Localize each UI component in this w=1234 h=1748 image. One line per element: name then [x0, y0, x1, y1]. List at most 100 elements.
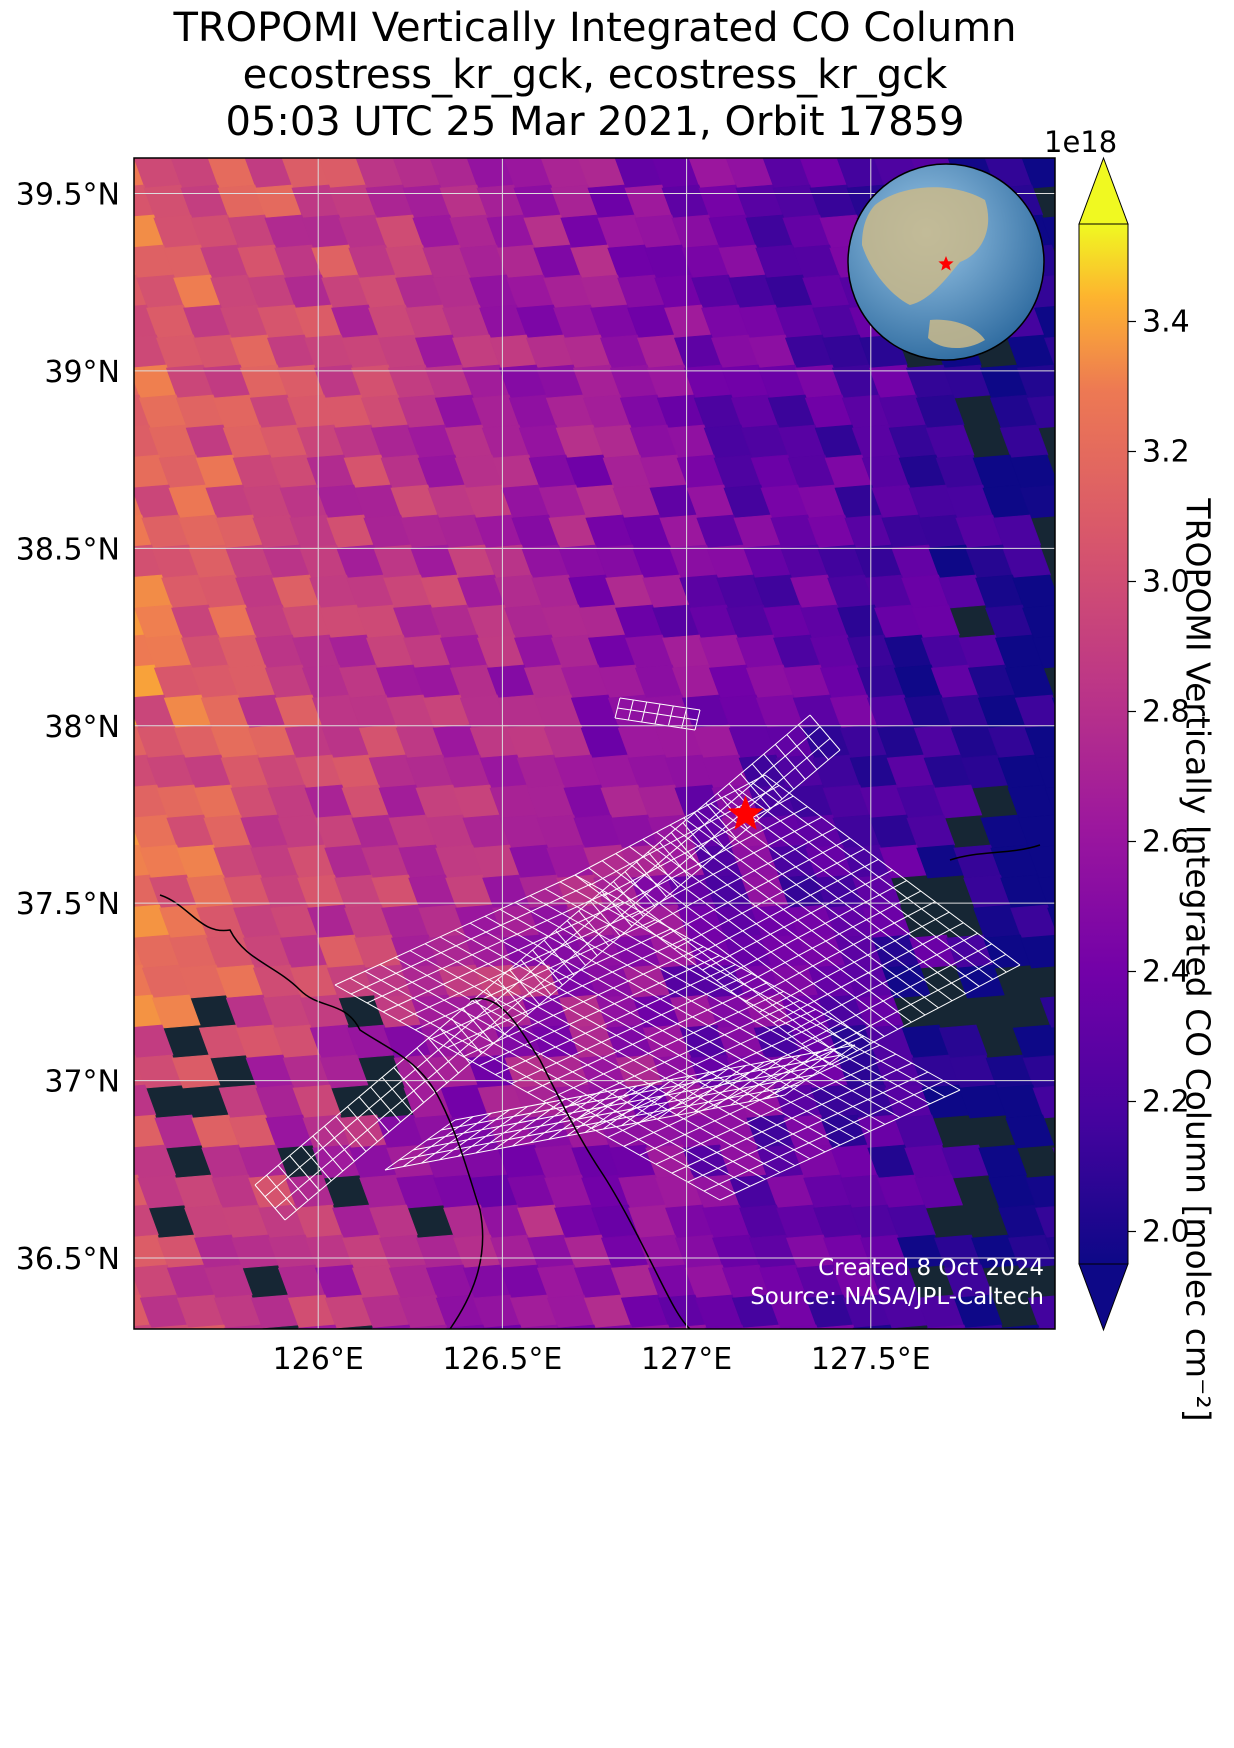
co-pixel [752, 1355, 800, 1388]
co-pixel [1017, 814, 1055, 849]
colorbar-tick-label: 2.6 [1142, 825, 1190, 860]
co-pixel [1044, 786, 1055, 817]
co-pixel [203, 1264, 253, 1299]
longitude-ticks: 126°E 126.5°E 127°E 127.5°E [273, 1342, 931, 1377]
co-pixel [963, 1324, 1003, 1329]
co-pixel [630, 1324, 670, 1329]
footprint-grid [254, 714, 841, 1221]
co-pixel [1037, 1326, 1055, 1329]
co-pixel [170, 1385, 218, 1418]
co-pixel [1031, 635, 1055, 669]
co-pixel [96, 1385, 144, 1418]
credit-created: Created 8 Oct 2024 [818, 1255, 1044, 1281]
co-pixel [318, 1385, 366, 1418]
co-pixel [1022, 605, 1055, 639]
co-pixel [541, 158, 546, 159]
lat-tick-label: 38.5°N [16, 532, 120, 567]
co-pixel [854, 994, 904, 1029]
co-pixel [943, 1264, 993, 1299]
co-pixel [282, 158, 287, 159]
colorbar: 2.0 2.2 2.4 2.6 2.8 3.0 3.2 3.4 [1078, 156, 1190, 1332]
credit-source: Source: NASA/JPL-Caltech [750, 1284, 1044, 1310]
co-pixel [123, 1355, 171, 1388]
co-pixel [134, 1144, 177, 1179]
co-pixel [1039, 996, 1055, 1029]
co-pixel [1021, 158, 1055, 189]
co-pixel [519, 1324, 559, 1329]
lon-tick-label: 126°E [273, 1342, 364, 1377]
title-line-3: 05:03 UTC 25 Mar 2021, Orbit 17859 [225, 99, 965, 145]
co-pixel [133, 1385, 181, 1418]
colorbar-tick-label: 2.0 [1142, 1215, 1190, 1250]
colorbar-label: TROPOMI Vertically Integrated CO Column … [1178, 498, 1218, 1422]
co-pixel [151, 95, 199, 128]
co-pixel [393, 158, 398, 159]
co-pixel [244, 1385, 292, 1418]
colorbar-tick-label: 2.8 [1142, 695, 1190, 730]
co-pixel [76, 1325, 124, 1358]
co-pixel [1011, 1355, 1059, 1388]
gridlines [134, 158, 1055, 1329]
co-pixel [799, 1385, 847, 1418]
colorbar-tick-label: 3.2 [1142, 435, 1190, 470]
co-pixel [577, 1385, 625, 1418]
co-pixel [134, 1204, 159, 1238]
co-pixel [134, 1024, 174, 1059]
co-pixel [1041, 216, 1055, 249]
co-pixel [1035, 1206, 1055, 1239]
co-pixel [134, 1324, 152, 1329]
lat-tick-label: 36.5°N [16, 1242, 120, 1277]
co-pixel [1006, 334, 1055, 369]
co-pixel [815, 1324, 855, 1329]
co-pixel [78, 995, 126, 1028]
co-pixel [408, 1324, 448, 1329]
co-pixel [297, 1324, 337, 1329]
co-pixel [80, 665, 128, 698]
co-pixel [1004, 664, 1054, 699]
co-pixel [999, 424, 1049, 459]
co-pixel [85, 455, 133, 488]
co-pixel [208, 158, 213, 159]
co-pixel [911, 604, 960, 639]
co-pixel [1027, 845, 1055, 879]
co-pixel [852, 1324, 892, 1329]
co-pixel [171, 158, 176, 159]
co-pixel [780, 95, 828, 128]
co-pixel [1049, 1027, 1055, 1043]
co-pixel [319, 1054, 369, 1089]
co-pixel [467, 158, 472, 159]
colorbar-extend-min [1078, 1263, 1129, 1332]
co-pixel [763, 158, 768, 159]
co-pixel [778, 1324, 818, 1329]
co-pixel [688, 1385, 736, 1418]
co-pixel [556, 1324, 596, 1329]
co-pixel [356, 158, 361, 159]
co-pixel [926, 1324, 966, 1329]
co-pixel [1043, 336, 1055, 368]
co-pixel [151, 994, 201, 1029]
co-pixel [1037, 876, 1055, 909]
co-pixel [869, 1264, 919, 1299]
co-pixel [134, 599, 137, 606]
co-pixel [1019, 484, 1055, 519]
co-pixel [974, 1355, 1022, 1388]
co-pixel [171, 1054, 221, 1089]
co-pixel [245, 158, 250, 159]
co-pixel [743, 95, 791, 128]
co-pixel [1014, 694, 1055, 729]
co-pixel [262, 95, 310, 128]
lat-tick-label: 39°N [44, 355, 120, 390]
co-pixel [134, 158, 139, 159]
co-pixel [336, 95, 384, 128]
co-pixel [965, 95, 1013, 128]
co-pixel [632, 95, 680, 128]
co-pixel [595, 95, 643, 128]
co-pixel [955, 964, 1005, 999]
co-pixel [1048, 1355, 1096, 1388]
co-pixel [299, 95, 347, 128]
co-pixel [762, 1385, 810, 1418]
co-pixel [83, 785, 131, 818]
co-pixel [371, 1324, 411, 1329]
co-pixel [725, 1385, 773, 1418]
